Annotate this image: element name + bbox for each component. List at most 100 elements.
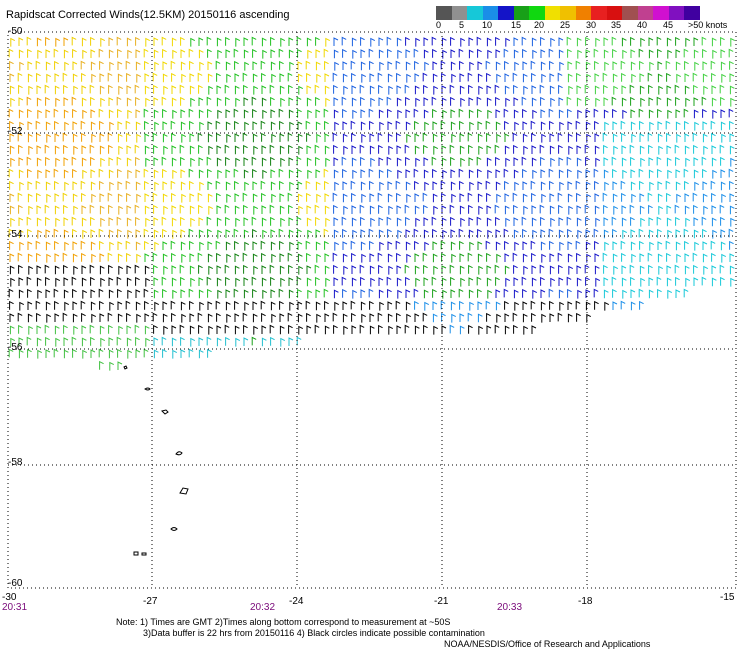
wind-barb [523,85,529,95]
wind-barb [8,48,14,58]
wind-barb [72,133,78,143]
wind-barb [126,97,132,107]
wind-barb [350,120,356,130]
wind-barb [621,97,627,107]
wind-barb [576,37,582,47]
wind-barb [702,193,708,203]
wind-barb [206,216,212,226]
wind-barb [252,253,258,263]
wind-barb [135,96,140,106]
wind-barb [594,145,600,155]
wind-barb [82,349,88,359]
wind-barb [334,301,340,311]
wind-barb [108,109,114,119]
wind-barb [540,61,546,71]
wind-barb [477,61,483,70]
wind-barb [585,121,591,131]
wind-barb [675,181,681,191]
wind-barb [468,229,474,239]
wind-barb [55,277,61,287]
wind-barb [288,49,294,59]
wind-barb [721,73,727,83]
wind-barb [62,132,68,142]
wind-barb [549,145,555,155]
wind-barb [405,241,411,251]
wind-barb [657,61,663,70]
wind-barb [261,145,267,154]
wind-barb [729,253,735,262]
wind-barb [27,108,32,118]
wind-barb [612,121,618,130]
wind-barb [730,37,736,47]
wind-barb [135,336,140,346]
wind-barb [694,61,700,71]
wind-barb [584,144,590,154]
wind-barb [189,253,195,262]
wind-barb [550,157,556,167]
wind-barb [107,132,113,142]
wind-barb [18,144,23,154]
wind-barb [675,156,680,166]
wind-barb [638,288,644,298]
wind-barb [693,204,698,214]
wind-barb [144,193,150,202]
wind-barb [242,132,248,142]
wind-barb [215,120,221,130]
wind-barb [423,204,428,214]
wind-barb [296,36,302,46]
wind-barb [656,276,662,286]
wind-barb [647,252,653,262]
wind-barb [288,84,293,94]
wind-barb [549,133,555,142]
wind-barb [117,73,123,83]
wind-barb [19,121,25,131]
wind-barb [9,313,15,322]
wind-barb [207,108,212,118]
wind-barb [522,168,527,178]
wind-barb [540,276,545,286]
wind-barb [441,312,446,322]
wind-barb [387,48,392,58]
wind-barb [225,61,231,71]
wind-barb [729,120,734,130]
wind-barb [8,108,14,118]
wind-barb [162,301,168,310]
wind-barb [64,61,70,71]
wind-barb [9,145,15,155]
wind-barb [631,73,637,83]
wind-barb [81,145,87,154]
wind-barb [9,60,14,70]
wind-barb [99,120,104,130]
wind-barb [333,49,339,59]
wind-barb [451,73,457,83]
wind-barb [287,192,293,202]
legend-swatch [653,6,669,20]
wind-barb [521,36,527,46]
wind-barb [244,301,250,311]
wind-barb [712,169,718,179]
wind-barb [198,157,204,166]
wind-barb [278,228,284,238]
island-outline [123,365,128,370]
wind-barb [117,313,123,323]
wind-barb [494,264,500,274]
wind-barb [135,169,141,178]
wind-barb [377,72,383,82]
wind-barb [154,181,160,191]
wind-barb [18,217,24,226]
wind-barb [441,277,447,287]
wind-barb [217,169,223,179]
wind-barb [324,265,330,275]
wind-barb [476,276,482,286]
wind-barb [585,241,591,251]
wind-barb [243,144,248,154]
wind-barb [694,241,700,251]
wind-barb [504,193,510,202]
wind-barb [325,217,331,227]
wind-barb [612,228,617,238]
wind-barb [35,180,41,190]
wind-barb [224,84,230,94]
wind-barb [513,37,519,46]
wind-barb [378,157,384,166]
wind-barb [225,289,231,298]
